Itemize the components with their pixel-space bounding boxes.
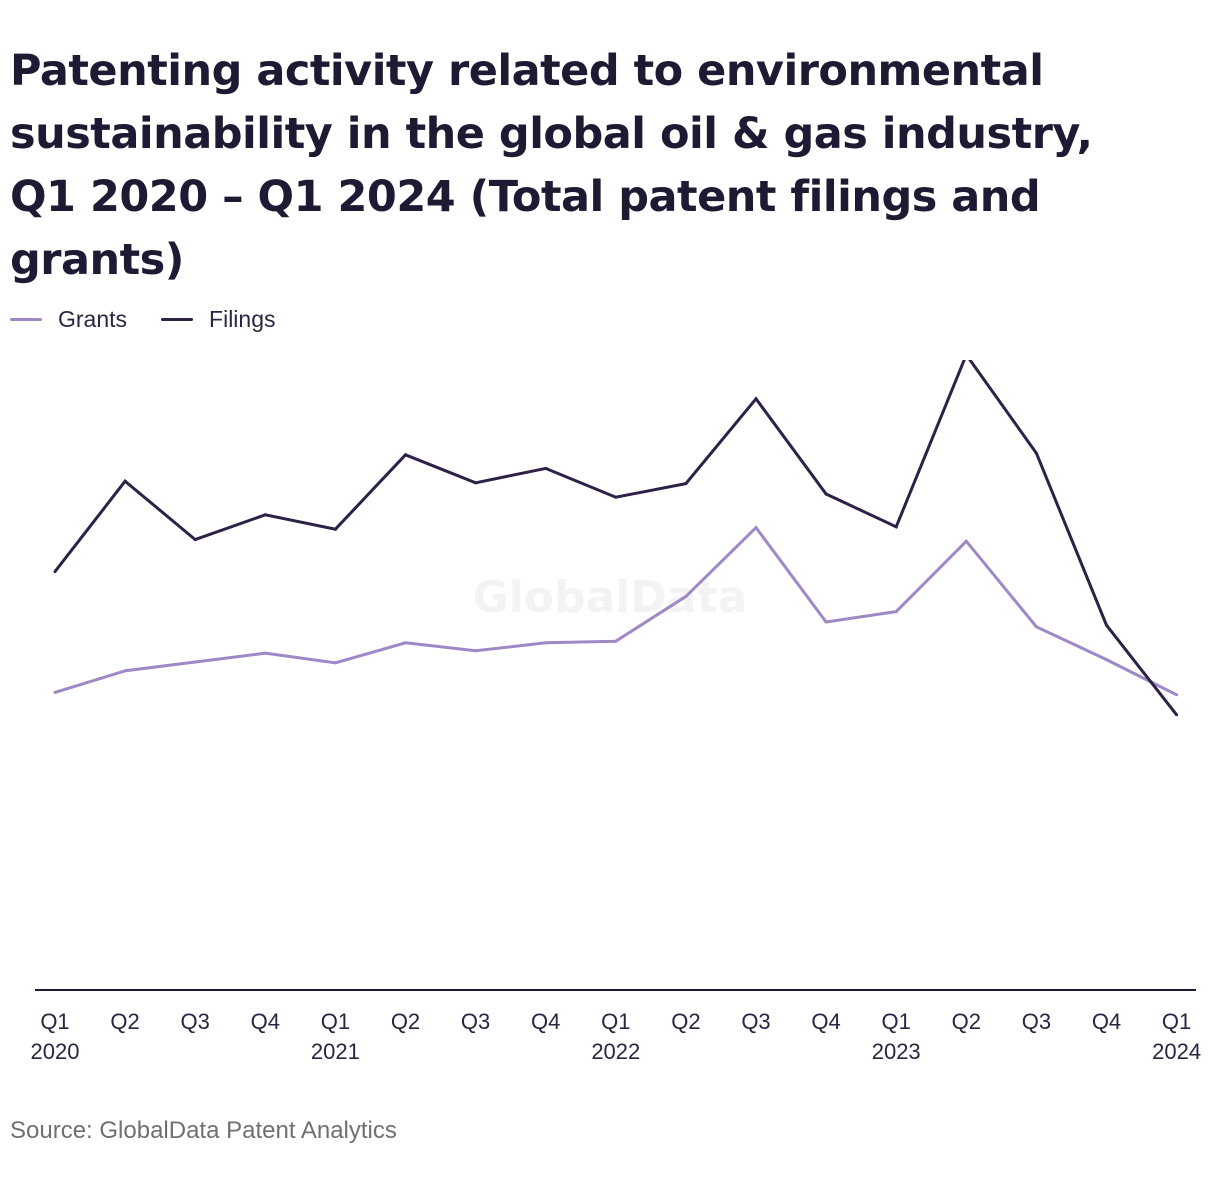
x-tick-label: Q1 (321, 1009, 350, 1034)
data-point-grants (193, 660, 197, 664)
x-tick-label: Q2 (671, 1009, 700, 1034)
data-point-filings (754, 397, 758, 401)
x-tick-label: Q4 (251, 1009, 280, 1034)
data-point-grants (754, 526, 758, 530)
legend-label-filings: Filings (209, 306, 276, 332)
x-tick-label: Q3 (181, 1009, 210, 1034)
x-tick-label: Q1 (40, 1009, 69, 1034)
data-point-grants (964, 539, 968, 543)
data-point-grants (123, 669, 127, 673)
data-point-grants (333, 661, 337, 665)
data-point-grants (894, 610, 898, 614)
line-chart: GlobalData Q1 2020 Q2 Q3 Q4 Q1 2021 Q2 Q3 Q4 Q1 202… (31, 360, 1202, 1064)
x-axis-ticks: Q1 2020 Q2 Q3 Q4 Q1 2021 Q2 Q3 Q4 Q1 2022 Q2 Q3 Q4 Q1 20… (31, 1009, 1202, 1064)
x-tick-label: Q4 (531, 1009, 560, 1034)
data-point-filings (123, 479, 127, 483)
x-tick-label: Q3 (461, 1009, 490, 1034)
series-layer (53, 360, 1179, 717)
chart-title: Patenting activity related to environmen… (10, 46, 1093, 285)
data-point-grants (404, 641, 407, 645)
legend-swatch-filings (161, 318, 194, 321)
x-tick-label: Q2 (110, 1009, 139, 1034)
data-point-grants (474, 649, 478, 653)
x-tick-label: Q2 (391, 1009, 420, 1034)
source-note: Source: GlobalData Patent Analytics (10, 1117, 397, 1144)
x-tick-year-label: 2020 (31, 1039, 80, 1064)
data-point-filings (544, 466, 548, 470)
x-tick-year-label: 2022 (591, 1039, 640, 1064)
data-point-filings (404, 453, 407, 457)
data-point-filings (333, 527, 337, 531)
data-point-grants (53, 690, 57, 694)
data-point-grants (614, 639, 618, 643)
x-tick-label: Q1 (882, 1009, 911, 1034)
x-tick-label: Q1 (601, 1009, 630, 1034)
x-tick-label: Q3 (741, 1009, 770, 1034)
data-point-filings (1175, 713, 1179, 717)
data-point-grants (1034, 625, 1038, 629)
data-point-filings (1105, 623, 1108, 627)
x-tick-label: Q4 (811, 1009, 840, 1034)
data-point-grants (1105, 658, 1108, 662)
series-line-filings (53, 360, 1178, 716)
x-tick-year-label: 2024 (1152, 1039, 1201, 1064)
watermark: GlobalData (473, 572, 748, 623)
data-point-filings (824, 492, 828, 496)
data-point-filings (193, 538, 197, 542)
data-point-filings (684, 482, 688, 486)
legend: Grants Filings (10, 306, 310, 333)
legend-swatch-grants (10, 318, 42, 321)
data-point-filings (894, 525, 898, 529)
legend-item-filings: Filings (161, 306, 276, 333)
x-tick-year-label: 2023 (872, 1039, 921, 1064)
data-point-grants (684, 594, 688, 598)
x-tick-label: Q1 (1162, 1009, 1191, 1034)
x-tick-year-label: 2021 (311, 1039, 360, 1064)
data-point-filings (263, 513, 267, 517)
data-point-grants (1175, 693, 1179, 697)
legend-item-grants: Grants (10, 306, 127, 333)
data-point-filings (1034, 451, 1038, 455)
x-tick-label: Q4 (1092, 1009, 1121, 1034)
legend-label-grants: Grants (58, 306, 128, 332)
data-point-grants (544, 641, 548, 645)
data-point-filings (614, 495, 618, 499)
data-point-filings (474, 481, 478, 485)
x-tick-label: Q2 (952, 1009, 981, 1034)
data-point-grants (824, 620, 828, 624)
data-point-filings (53, 570, 57, 574)
x-tick-label: Q3 (1022, 1009, 1051, 1034)
data-point-grants (263, 651, 267, 655)
